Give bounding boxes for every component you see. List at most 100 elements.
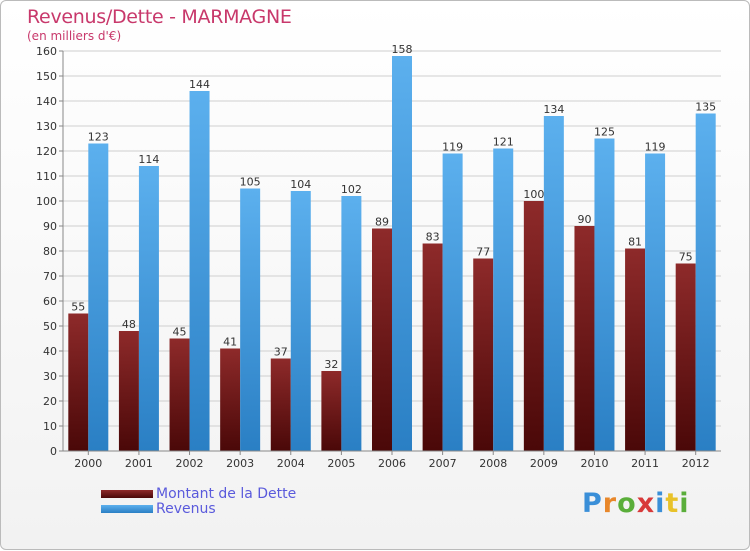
y-tick-label: 100	[36, 195, 57, 208]
bar-revenue	[594, 138, 615, 451]
y-tick-label: 40	[43, 345, 57, 358]
data-label-debt: 89	[375, 216, 389, 229]
x-tick-label: 2002	[176, 457, 204, 470]
bar-revenue	[290, 191, 311, 451]
bar-debt	[220, 348, 241, 451]
y-tick-label: 20	[43, 395, 57, 408]
data-label-debt: 83	[426, 231, 440, 244]
data-label-debt: 48	[122, 318, 136, 331]
bar-revenue	[695, 113, 716, 451]
bar-debt	[523, 201, 544, 451]
legend-swatch-debt	[101, 490, 153, 498]
brand-letter: P	[582, 488, 603, 519]
data-label-revenue: 119	[645, 141, 666, 154]
bar-debt	[68, 313, 89, 451]
bar-revenue	[543, 116, 564, 451]
data-label-debt: 45	[173, 326, 187, 339]
bar-debt	[625, 248, 646, 451]
y-tick-label: 60	[43, 295, 57, 308]
x-tick-label: 2012	[682, 457, 710, 470]
bars: 55 123 48 114 45 144 41 105 37 104 32 102 89 158 83 119…	[68, 43, 716, 451]
x-tick-label: 2011	[631, 457, 659, 470]
y-tick-label: 80	[43, 245, 57, 258]
bar-revenue	[392, 56, 412, 451]
bar-revenue	[88, 143, 109, 451]
y-tick-label: 30	[43, 370, 57, 383]
bar-debt	[169, 338, 190, 451]
data-label-debt: 37	[274, 346, 288, 359]
data-label-revenue: 119	[442, 141, 463, 154]
bar-debt	[574, 226, 595, 451]
data-label-debt: 32	[324, 358, 338, 371]
brand-letter: x	[636, 488, 656, 519]
bar-debt	[422, 243, 443, 451]
brand-letter: r	[602, 488, 618, 519]
data-label-revenue: 105	[240, 176, 261, 189]
data-label-debt: 100	[523, 188, 544, 201]
x-tick-label: 2010	[580, 457, 608, 470]
y-axis-ticks: 0 10 20 30 40 50 60 70 80 90 100 110 120 130 140 150 160	[36, 45, 63, 458]
y-tick-label: 70	[43, 270, 57, 283]
data-label-revenue: 104	[290, 178, 311, 191]
bar-revenue	[493, 148, 514, 451]
chart-title: Revenus/Dette - MARMAGNE	[27, 6, 292, 28]
data-label-revenue: 102	[341, 183, 362, 196]
x-tick-label: 2000	[74, 457, 102, 470]
y-tick-label: 50	[43, 320, 57, 333]
bar-debt	[473, 258, 494, 451]
y-tick-label: 110	[36, 170, 57, 183]
x-tick-label: 2009	[530, 457, 558, 470]
y-tick-label: 120	[36, 145, 57, 158]
brand-logo: Proxiti	[582, 488, 690, 519]
x-axis-ticks: 2000 2001 2002 2003 2004 2005 2006 2007 2008 2009…	[74, 451, 710, 470]
bar-revenue	[240, 188, 261, 451]
data-label-revenue: 144	[189, 78, 210, 91]
bar-debt	[118, 331, 139, 451]
data-label-debt: 55	[71, 301, 85, 314]
data-label-debt: 75	[679, 251, 693, 264]
bar-revenue	[341, 196, 362, 451]
brand-letter: t	[665, 488, 680, 519]
data-label-debt: 77	[476, 246, 490, 259]
x-tick-label: 2008	[479, 457, 507, 470]
bar-revenue	[645, 153, 666, 451]
brand-letter: i	[655, 488, 666, 519]
legend-swatch-revenue	[101, 505, 153, 513]
x-tick-label: 2004	[277, 457, 305, 470]
x-tick-label: 2006	[378, 457, 406, 470]
y-tick-label: 150	[36, 70, 57, 83]
data-label-revenue: 158	[392, 43, 413, 56]
data-label-debt: 81	[628, 236, 642, 249]
data-label-revenue: 114	[138, 153, 159, 166]
bar-revenue	[442, 153, 463, 451]
x-tick-label: 2001	[125, 457, 153, 470]
data-label-debt: 41	[223, 336, 237, 349]
y-tick-label: 0	[50, 445, 57, 458]
legend-label-revenue: Revenus	[156, 501, 216, 517]
brand-letter: o	[617, 488, 637, 519]
data-label-revenue: 121	[493, 136, 514, 149]
y-tick-label: 140	[36, 95, 57, 108]
y-tick-label: 160	[36, 45, 57, 58]
legend-label-debt: Montant de la Dette	[156, 486, 297, 502]
chart-subtitle: (en milliers d'€)	[27, 29, 122, 43]
bar-debt	[321, 371, 342, 451]
data-label-revenue: 134	[543, 103, 564, 116]
bar-revenue	[138, 166, 159, 451]
data-label-debt: 90	[577, 213, 591, 226]
y-tick-label: 130	[36, 120, 57, 133]
y-tick-label: 10	[43, 420, 57, 433]
y-tick-label: 90	[43, 220, 57, 233]
x-tick-label: 2005	[327, 457, 355, 470]
data-label-revenue: 125	[594, 126, 615, 139]
bar-debt	[372, 228, 392, 451]
x-tick-label: 2003	[226, 457, 254, 470]
bar-revenue	[189, 91, 210, 451]
data-label-revenue: 123	[88, 131, 109, 144]
bar-debt	[675, 263, 696, 451]
x-tick-label: 2007	[429, 457, 457, 470]
brand-letter: i	[679, 488, 690, 519]
bar-debt	[270, 358, 291, 451]
